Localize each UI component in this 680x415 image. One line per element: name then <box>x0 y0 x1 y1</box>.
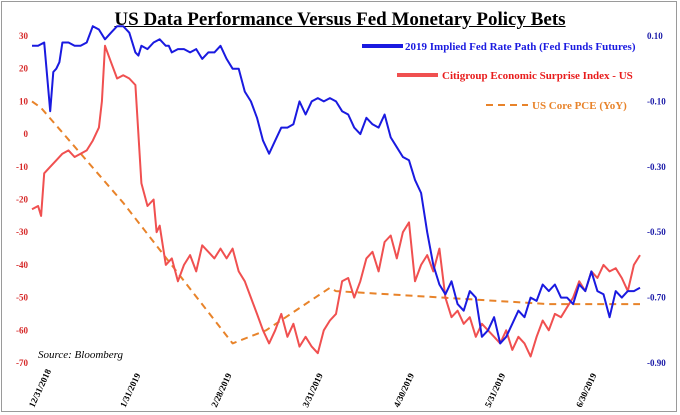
x-tick-label: 5/31/2019 <box>483 371 508 409</box>
x-tick-label: 6/30/2019 <box>574 371 599 409</box>
citi-series-line <box>31 44 641 358</box>
x-tick-label: 2/28/2019 <box>209 371 234 409</box>
pce-series-line <box>31 100 640 345</box>
left-tick-label: 10 <box>19 96 29 106</box>
right-tick-label: -0.10 <box>647 96 666 106</box>
x-tick-label: 12/31/2018 <box>27 367 54 409</box>
left-tick-label: -30 <box>16 227 28 237</box>
left-tick-label: -70 <box>16 358 28 368</box>
right-tick-label: -0.70 <box>647 293 666 303</box>
left-tick-label: -10 <box>16 162 28 172</box>
right-tick-label: -0.30 <box>647 162 666 172</box>
pce-legend-label: US Core PCE (YoY) <box>532 100 627 112</box>
citi-legend-label: Citigroup Economic Surprise Index - US <box>442 70 633 82</box>
x-tick-label: 3/31/2019 <box>300 371 325 409</box>
left-tick-label: -60 <box>16 325 28 335</box>
source-label: Source: Bloomberg <box>38 349 124 361</box>
left-tick-label: 30 <box>19 31 29 41</box>
fed-legend-label: 2019 Implied Fed Rate Path (Fed Funds Fu… <box>405 41 636 53</box>
x-tick-label: 1/31/2019 <box>118 371 143 409</box>
left-tick-label: -20 <box>16 195 28 205</box>
chart-title: US Data Performance Versus Fed Monetary … <box>114 9 566 30</box>
right-tick-label: 0.10 <box>647 31 663 41</box>
x-tick-label: 4/30/2019 <box>392 371 417 409</box>
legend: 2019 Implied Fed Rate Path (Fed Funds Fu… <box>362 41 636 112</box>
left-tick-label: 0 <box>24 129 29 139</box>
series-lines <box>31 25 641 358</box>
right-tick-label: -0.90 <box>647 358 666 368</box>
left-tick-label: -40 <box>16 260 28 270</box>
right-tick-label: -0.50 <box>647 227 666 237</box>
left-tick-label: 20 <box>19 64 29 74</box>
fed-series-line <box>32 25 641 345</box>
left-tick-label: -50 <box>16 293 28 303</box>
